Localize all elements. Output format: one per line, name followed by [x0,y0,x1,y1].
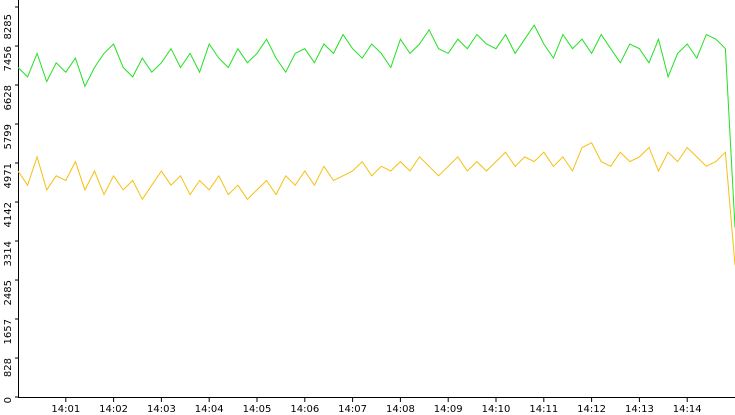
x-tick-label: 14:06 [290,404,319,415]
x-tick-label: 14:09 [434,404,463,415]
x-tick-label: 14:11 [529,404,558,415]
y-tick-label: 6628 [3,85,14,110]
x-tick-label: 14:12 [577,404,606,415]
y-tick-label: 8285 [3,14,14,39]
data-line [17,24,735,228]
y-tick-label: 1657 [3,319,14,344]
y-tick-label: 4142 [3,202,14,227]
y-tick-label: 3314 [3,241,14,266]
x-tick-label: 14:13 [625,404,654,415]
y-tick-label: 0 [3,397,14,403]
y-tick-label: 5799 [3,124,14,149]
x-tick-label: 14:01 [51,404,80,415]
x-tick-label: 14:07 [338,404,367,415]
y-tick-label: 7456 [3,46,14,71]
x-tick-label: 14:08 [386,404,415,415]
x-tick-label: 14:10 [482,404,511,415]
x-tick-label: 14:02 [99,404,128,415]
data-line [17,142,735,266]
y-tick-label: 2485 [3,280,14,305]
x-tick-label: 14:04 [195,404,224,415]
y-tick-label: 828 [3,358,14,377]
y-tick-label: 4971 [3,163,14,188]
x-tick-label: 14:03 [147,404,176,415]
x-tick-label: 14:14 [673,404,702,415]
x-tick-label: 14:05 [243,404,272,415]
